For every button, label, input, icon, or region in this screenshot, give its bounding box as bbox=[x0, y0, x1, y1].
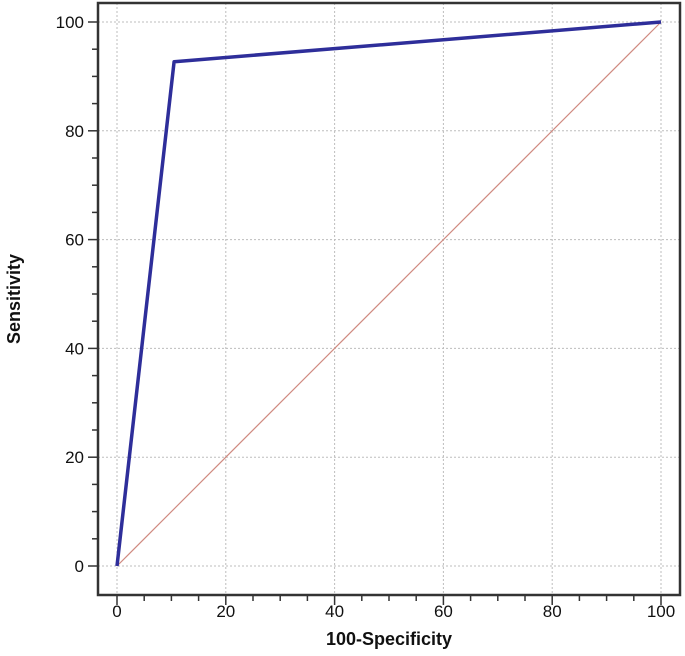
y-axis-title: Sensitivity bbox=[4, 254, 24, 344]
roc-curve-line bbox=[115, 20, 662, 567]
x-axis-title: 100-Specificity bbox=[326, 629, 452, 649]
x-tick-label-2: 40 bbox=[325, 602, 344, 621]
y-tick-label-4: 80 bbox=[65, 122, 84, 141]
x-tick-label-0: 0 bbox=[112, 602, 121, 621]
reference-diagonal-line bbox=[116, 21, 662, 567]
plot-frame bbox=[96, 1, 682, 597]
x-tick-label-3: 60 bbox=[434, 602, 453, 621]
series-layer bbox=[115, 20, 662, 567]
x-tick-labels: 0 20 40 60 80 100 bbox=[112, 602, 675, 621]
x-tick-label-1: 20 bbox=[216, 602, 235, 621]
y-tick-label-2: 40 bbox=[65, 339, 84, 358]
y-tick-labels: 0 20 40 60 80 100 bbox=[56, 13, 84, 576]
x-tick-label-5: 100 bbox=[647, 602, 675, 621]
y-tick-label-5: 100 bbox=[56, 13, 84, 32]
y-tick-label-3: 60 bbox=[65, 231, 84, 250]
grid-lines bbox=[98, 3, 680, 595]
y-tick-label-0: 0 bbox=[75, 557, 84, 576]
y-tick-label-1: 20 bbox=[65, 448, 84, 467]
x-tick-label-4: 80 bbox=[543, 602, 562, 621]
axis-ticks bbox=[88, 21, 662, 605]
